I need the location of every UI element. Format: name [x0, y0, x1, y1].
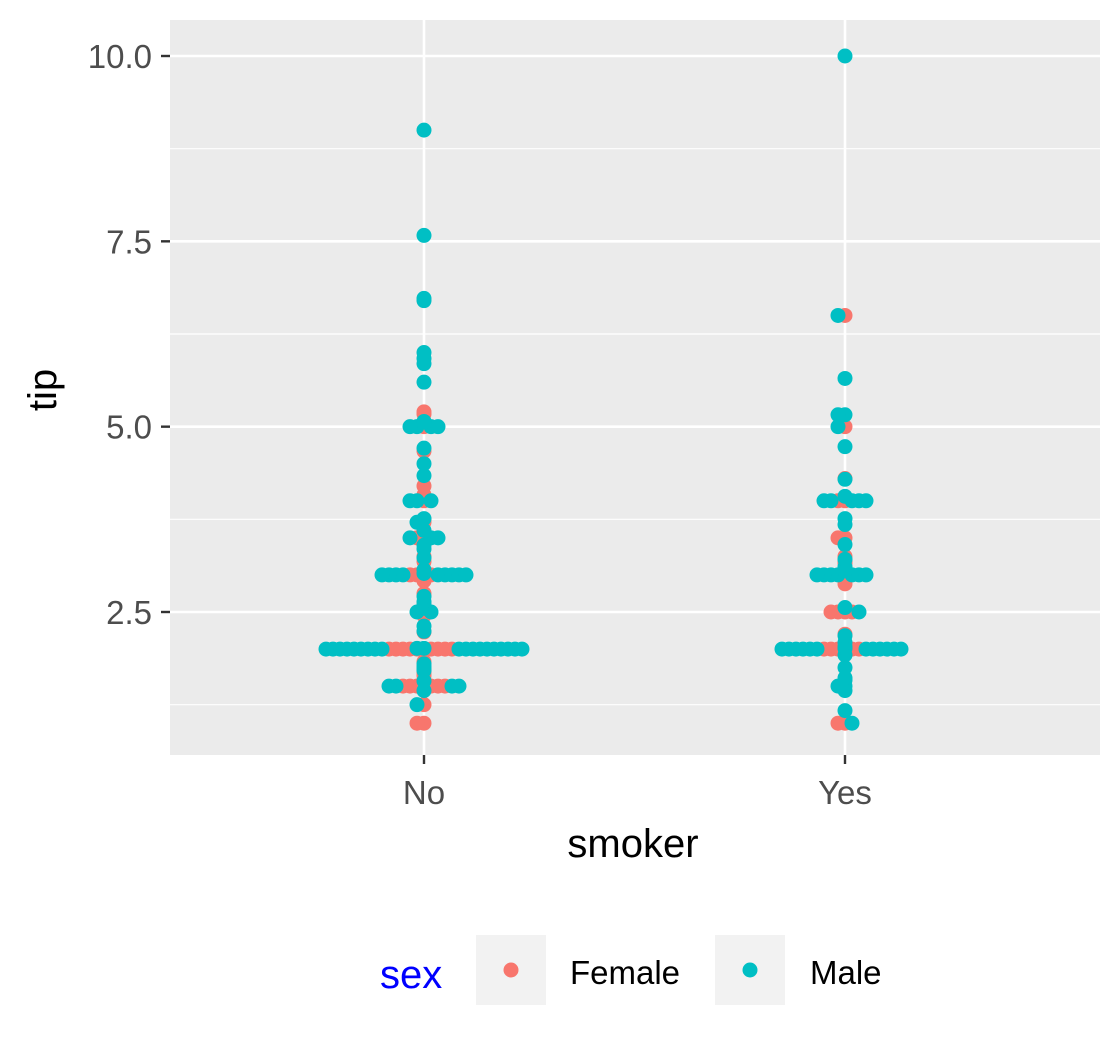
legend-title: sex [380, 953, 442, 997]
point-male [809, 567, 825, 583]
point-male [409, 640, 425, 656]
legend-marker-female [503, 962, 519, 978]
point-male [837, 511, 853, 527]
point-male [416, 673, 432, 689]
point-male [402, 530, 418, 546]
point-male [416, 440, 432, 456]
legend-label-female: Female [570, 954, 680, 991]
point-female [409, 715, 425, 731]
point-male [837, 488, 853, 504]
point-male [837, 551, 853, 567]
point-male [774, 641, 790, 657]
point-male [416, 345, 432, 361]
point-male [374, 567, 390, 583]
point-male [844, 715, 860, 731]
panel-background [170, 20, 1100, 755]
point-female [830, 715, 846, 731]
point-male [830, 307, 846, 323]
point-male [837, 703, 853, 719]
y-tick-label: 2.5 [106, 594, 152, 631]
point-male [430, 530, 446, 546]
point-male [851, 604, 867, 620]
point-male [416, 456, 432, 472]
point-male [830, 419, 846, 435]
point-male [858, 493, 874, 509]
axes: 2.5 5.0 7.5 10.0 No Yes [88, 38, 872, 811]
point-male [458, 567, 474, 583]
point-male [402, 419, 418, 435]
point-male [837, 471, 853, 487]
point-male [409, 697, 425, 713]
point-male [416, 511, 432, 527]
x-tick-label: Yes [818, 774, 872, 811]
point-male [837, 537, 853, 553]
y-tick-label: 5.0 [106, 409, 152, 446]
point-male [416, 290, 432, 306]
y-tick-label: 10.0 [88, 38, 152, 75]
y-axis-title: tip [21, 369, 65, 411]
legend-marker-male [742, 962, 758, 978]
point-male [402, 493, 418, 509]
point-male [837, 439, 853, 455]
point-male [837, 370, 853, 386]
legend: sex Female Male [380, 935, 882, 1005]
x-tick-label: No [403, 774, 445, 811]
point-male [837, 600, 853, 616]
point-male [451, 678, 467, 694]
point-male [416, 618, 432, 634]
point-male [858, 567, 874, 583]
point-male [416, 227, 432, 243]
point-male [318, 641, 334, 657]
point-male [416, 413, 432, 429]
point-male [416, 374, 432, 390]
point-female [416, 478, 432, 494]
point-male [416, 122, 432, 138]
y-tick-label: 7.5 [106, 223, 152, 260]
point-male [416, 562, 432, 578]
point-male [837, 628, 853, 644]
point-male [381, 678, 397, 694]
point-male [416, 588, 432, 604]
point-male [837, 660, 853, 676]
x-axis-title: smoker [567, 822, 698, 866]
point-male [830, 407, 846, 423]
point-male [514, 641, 530, 657]
point-female [823, 604, 839, 620]
point-male [416, 468, 432, 484]
point-male [837, 48, 853, 64]
legend-label-male: Male [810, 954, 882, 991]
point-male [430, 419, 446, 435]
point-male [893, 641, 909, 657]
point-male [816, 493, 832, 509]
point-male [416, 656, 432, 672]
data-points [318, 48, 909, 731]
point-male [837, 670, 853, 686]
point-male [423, 493, 439, 509]
